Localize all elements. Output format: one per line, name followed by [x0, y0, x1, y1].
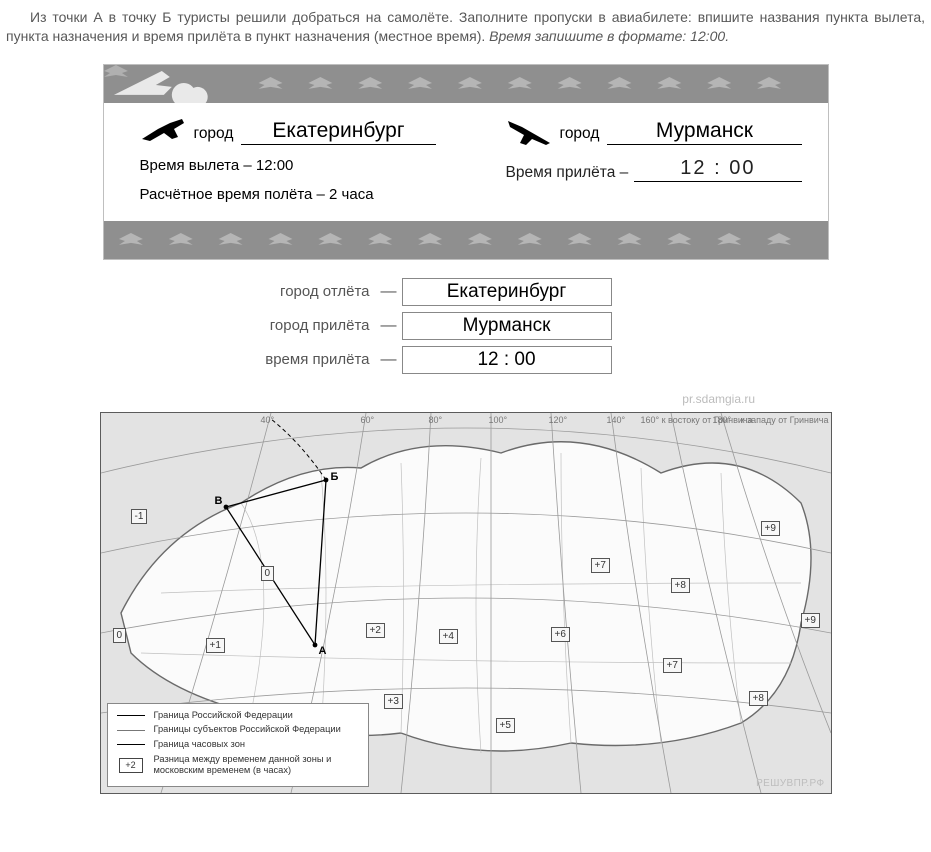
timezone-offset-box: +7 [591, 558, 610, 573]
longitude-label: 160° к востоку от Гринвича [641, 415, 753, 425]
timezone-offset-box: +9 [801, 613, 820, 628]
departure-city-input[interactable] [402, 278, 612, 306]
task-prompt: Из точки А в точку Б туристы решили добр… [6, 8, 925, 46]
timezone-offset-box: +8 [749, 691, 768, 706]
answer-row: время прилёта — [226, 346, 706, 374]
ticket-arrival-col: город Мурманск Время прилёта – 12 : 00 [506, 117, 802, 203]
timezone-offset-box: +1 [206, 638, 225, 653]
landing-icon [506, 117, 552, 145]
longitude-label: 80° [429, 415, 443, 425]
answer-label: время прилёта [226, 351, 376, 368]
timezone-offset-box: 0 [261, 566, 275, 581]
city-label: город [560, 125, 600, 145]
point-b-label: Б [331, 471, 339, 483]
longitude-label: 40° [261, 415, 275, 425]
answer-label: город отлёта [226, 283, 376, 300]
timezone-offset-box: 0 [113, 628, 127, 643]
timezone-offset-box: +7 [663, 658, 682, 673]
prompt-text: Из точки А в точку Б туристы решили добр… [6, 9, 925, 44]
map-legend: Граница Российской Федерации Границы суб… [107, 703, 369, 787]
timezone-offset-box: +2 [366, 623, 385, 638]
timezone-offset-box: +5 [496, 718, 515, 733]
point-a-label: А [319, 645, 327, 657]
arrival-city-input[interactable] [402, 312, 612, 340]
flight-duration-label: Расчётное время полёта – 2 часа [140, 186, 436, 203]
ticket-top-stripe [104, 65, 828, 103]
answer-row: город отлёта — [226, 278, 706, 306]
arrival-time-input[interactable] [402, 346, 612, 374]
answer-label: город прилёта [226, 317, 376, 334]
timezone-offset-box: +4 [439, 629, 458, 644]
timezone-offset-box: +8 [671, 578, 690, 593]
point-v-label: В [215, 495, 223, 507]
answer-fields: город отлёта — город прилёта — время при… [226, 278, 706, 374]
departure-time-label: Время вылета – 12:00 [140, 157, 436, 174]
ticket-bottom-stripe [104, 221, 828, 259]
timezone-offset-box: +3 [384, 694, 403, 709]
timezone-offset-box: +9 [761, 521, 780, 536]
longitude-label: 180° [713, 415, 732, 425]
prompt-italic: Время запишите в формате: 12:00. [489, 28, 729, 44]
arrival-time-label: Время прилёта – [506, 164, 629, 182]
site-watermark: pr.sdamgia.ru [6, 392, 755, 406]
map-source-mark: РЕШУВПР.РФ [756, 778, 824, 789]
timezone-map: 40° 60° 80° 100° 120° 140° 160° к востоку от Г… [100, 412, 832, 794]
longitude-label: 120° [549, 415, 568, 425]
timezone-offset-box: +6 [551, 627, 570, 642]
departure-city: Екатеринбург [241, 119, 435, 145]
longitude-label: 140° [607, 415, 626, 425]
city-label: город [194, 125, 234, 145]
arrival-city: Мурманск [607, 119, 801, 145]
answer-row: город прилёта — [226, 312, 706, 340]
arrival-time-value: 12 : 00 [634, 157, 801, 182]
longitude-label: 60° [361, 415, 375, 425]
takeoff-icon [140, 117, 186, 145]
longitude-label: 100° [489, 415, 508, 425]
timezone-offset-box: -1 [131, 509, 148, 524]
longitude-label: к западу от Гринвича [741, 415, 829, 425]
ticket-departure-col: город Екатеринбург Время вылета – 12:00 … [140, 117, 436, 203]
flight-ticket: город Екатеринбург Время вылета – 12:00 … [103, 64, 829, 260]
